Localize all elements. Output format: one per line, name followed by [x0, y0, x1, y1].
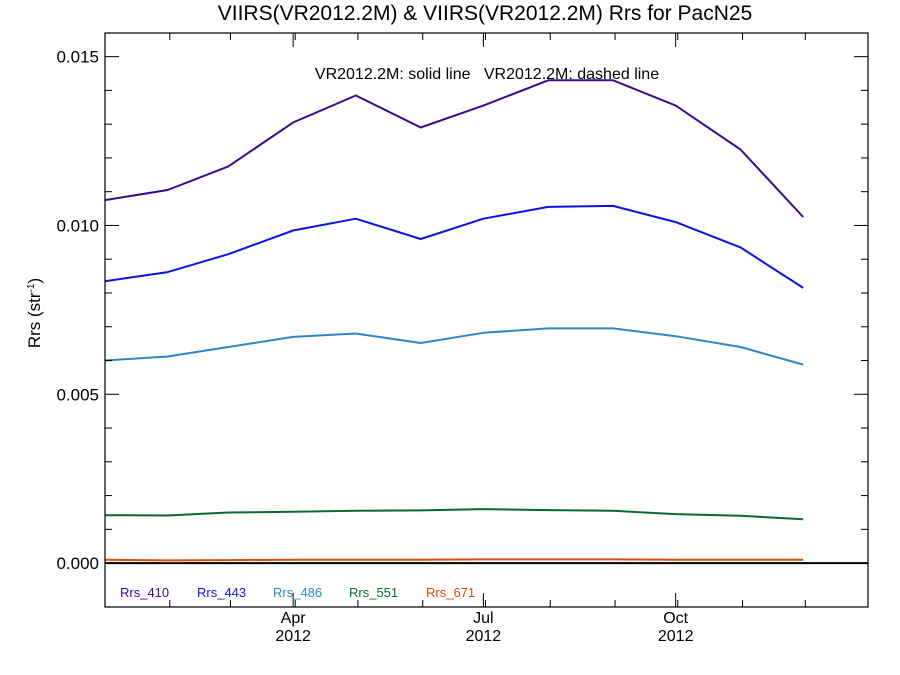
series-line-rrs-443: [104, 204, 804, 289]
x-tick-label-year: 2012: [275, 628, 311, 645]
legend-entry-rrs-443: Rrs_443: [197, 585, 246, 600]
y-axis-label-main: Rrs (str: [25, 292, 44, 348]
chart-title: VIIRS(VR2012.2M) & VIIRS(VR2012.2M) Rrs …: [218, 2, 753, 25]
y-axis-label: Rrs (str-1): [25, 278, 44, 348]
y-tick-label: 0.000: [56, 554, 99, 573]
series-line-rrs-551: [104, 508, 804, 521]
legend-entry-rrs-671: Rrs_671: [426, 585, 475, 600]
legend-entry-rrs-486: Rrs_486: [273, 585, 322, 600]
y-axis-label-close: ): [25, 278, 44, 284]
y-tick-label: 0.015: [56, 48, 99, 67]
axis-ticks: [104, 33, 868, 607]
y-axis-label-sup: -1: [26, 283, 37, 292]
y-tick-label: 0.005: [56, 385, 99, 404]
legend-entry-rrs-551: Rrs_551: [349, 585, 398, 600]
plot-area: 0.0000.0050.0100.015Apr2012Jul2012Oct201…: [56, 33, 868, 645]
x-tick-label-year: 2012: [466, 628, 502, 645]
y-tick-label: 0.010: [56, 216, 99, 235]
chart-annotation: VR2012.2M: solid line VR2012.2M: dashed …: [315, 66, 659, 83]
series-line-rrs-410: [104, 79, 804, 218]
series-line-rrs-671: [104, 558, 804, 562]
x-tick-label-month: Apr: [281, 610, 307, 627]
x-tick-label-year: 2012: [658, 628, 694, 645]
plot-frame: [104, 32, 869, 608]
series-line-rrs-486: [104, 327, 804, 366]
x-tick-label-month: Oct: [663, 610, 688, 627]
legend-entry-rrs-410: Rrs_410: [120, 585, 169, 600]
x-tick-label-month: Jul: [473, 610, 493, 627]
